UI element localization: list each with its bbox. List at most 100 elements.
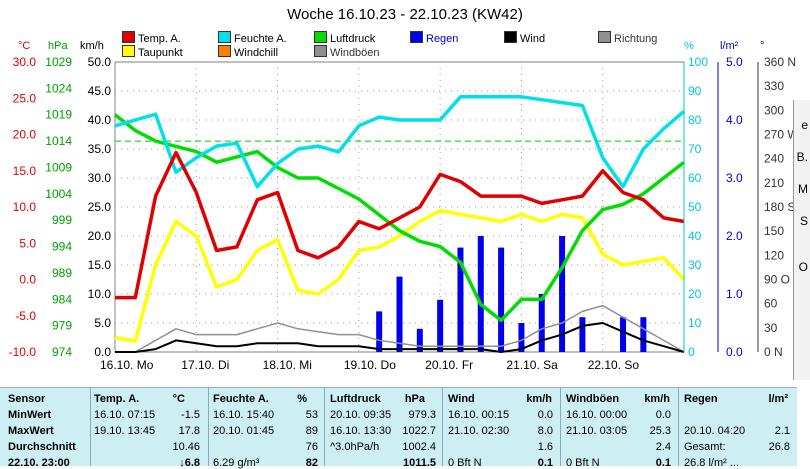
cut-label: B. xyxy=(796,150,808,164)
table-cell: 1022.7 xyxy=(402,425,436,437)
table-separator xyxy=(324,388,325,466)
temp-tick-label: 0.0 xyxy=(19,273,36,287)
legend-swatch xyxy=(314,31,327,43)
rain-tick-label: 3.0 xyxy=(726,171,743,185)
pressure-tick-label: 1004 xyxy=(45,187,72,201)
cut-off-side-panel: e B. M S O xyxy=(793,100,810,380)
rain-bar xyxy=(518,323,525,352)
pressure-tick-label: 1029 xyxy=(45,55,72,69)
temp-tick-label: 15.0 xyxy=(13,164,37,178)
x-tick-label: 18.10. Mi xyxy=(262,358,312,372)
table-cell: Gesamt: xyxy=(684,441,726,453)
direction-tick-label: 0 N xyxy=(764,345,783,359)
table-cell: 21.10. 02:30 xyxy=(448,425,510,437)
legend-label: Feuchte A. xyxy=(234,33,287,45)
table-cell: 10.46 xyxy=(172,441,200,453)
legend-swatch xyxy=(218,31,231,43)
humidity-tick-label: 70 xyxy=(688,142,702,156)
direction-tick-label: 150 xyxy=(764,224,784,238)
pressure-tick-label: 974 xyxy=(52,345,72,359)
table-header: km/h xyxy=(526,393,552,405)
legend-item: Wind xyxy=(504,31,545,45)
direction-tick-label: 330 xyxy=(764,79,784,93)
table-cell: ^3.0hPa/h xyxy=(330,441,380,453)
wind-tick-label: 40.0 xyxy=(88,113,112,127)
legend-label: Temp. A. xyxy=(138,33,181,45)
wind-tick-label: 45.0 xyxy=(88,84,112,98)
wind-tick-label: 10.0 xyxy=(88,287,112,301)
humidity-tick-label: 60 xyxy=(688,171,702,185)
table-cell: 26.8 xyxy=(768,441,790,453)
pressure-unit: hPa xyxy=(48,40,68,52)
direction-tick-label: 180 S xyxy=(764,200,795,214)
weather-chart: 30.0 25.0 20.0 15.0 10.0 5.0 0.0 -5.0 -10.0 1029 1… xyxy=(9,55,800,359)
legend-item: Windböen xyxy=(314,45,380,59)
humidity-tick-label: 80 xyxy=(688,113,702,127)
rain-bar xyxy=(376,311,383,352)
pressure-tick-label: 979 xyxy=(52,319,72,333)
cut-label: S xyxy=(799,214,808,228)
legend-item: Luftdruck xyxy=(314,31,375,45)
temp-tick-label: -5.0 xyxy=(15,309,36,323)
humidity-tick-label: 50 xyxy=(688,200,702,214)
table-cell: 16.10. 00:15 xyxy=(448,409,510,421)
pressure-tick-label: 1019 xyxy=(45,108,72,122)
table-cell: 0.0 xyxy=(537,409,553,421)
table-cell: 16.10. 00:00 xyxy=(566,409,628,421)
table-header: km/h xyxy=(644,393,670,405)
table-cell: 6.29 g/m³ xyxy=(213,457,260,469)
table-header: Windböen xyxy=(566,393,620,405)
direction-tick-label: 210 xyxy=(764,176,784,190)
x-tick-label: 16.10. Mo xyxy=(100,358,154,372)
humidity-tick-label: 30 xyxy=(688,258,702,272)
table-header: 22.10. 23:00 xyxy=(8,457,70,469)
x-tick-label: 19.10. Do xyxy=(343,358,396,372)
legend-swatch xyxy=(314,45,327,57)
temp-unit: °C xyxy=(18,40,31,52)
rain-bar xyxy=(396,276,403,352)
table-cell: 0 Bft N xyxy=(448,457,482,469)
direction-tick-label: 270 W xyxy=(764,128,799,142)
table-header: ↓6.8 xyxy=(179,457,200,469)
pressure-tick-label: 999 xyxy=(52,213,72,227)
rain-bar xyxy=(640,317,647,352)
pressure-tick-label: 989 xyxy=(52,266,72,280)
temp-tick-label: 30.0 xyxy=(13,55,37,69)
legend-item: Temp. A. xyxy=(122,31,181,45)
table-cell: 2.4 xyxy=(655,441,671,453)
rain-bar xyxy=(437,299,444,352)
humidity-tick-label: 20 xyxy=(688,287,702,301)
table-cell: 25.3 xyxy=(649,425,671,437)
cut-label: e xyxy=(801,118,808,132)
rain-bar xyxy=(498,247,505,352)
x-tick-label: 21.10. Sa xyxy=(506,358,558,372)
table-cell: 20.10. 04:20 xyxy=(684,425,746,437)
table-cell: 16.10. 07:15 xyxy=(94,409,156,421)
table-header: Wind xyxy=(448,393,475,405)
direction-tick-label: 120 xyxy=(764,248,784,262)
table-header: 0.1 xyxy=(655,457,671,469)
table-cell: 26.8 l/m² ... xyxy=(684,457,740,469)
humidity-tick-label: 100 xyxy=(688,55,708,69)
direction-tick-label: 90 O xyxy=(764,273,790,287)
legend-item: Windchill xyxy=(218,45,278,59)
legend-swatch xyxy=(122,45,135,57)
legend-label: Taupunkt xyxy=(138,47,183,59)
table-cell: 0 Bft N xyxy=(566,457,600,469)
rain-bar xyxy=(477,236,484,352)
chart-title: Woche 16.10.23 - 22.10.23 (KW42) xyxy=(287,6,523,23)
legend-swatch xyxy=(598,31,611,43)
table-cell: 0.0 xyxy=(655,409,671,421)
series-line xyxy=(115,150,685,300)
table-header: 1011.5 xyxy=(402,457,436,469)
table-cell: 20.10. 09:35 xyxy=(330,409,392,421)
temp-tick-label: 20.0 xyxy=(13,128,37,142)
legend-label: Wind xyxy=(520,33,546,45)
statistics-table: Sensor Temp. A. °C Feuchte A.% Luftdruck hPa W… xyxy=(0,387,797,469)
table-separator xyxy=(678,388,679,466)
rain-unit: l/m² xyxy=(720,40,739,52)
wind-tick-label: 50.0 xyxy=(88,55,112,69)
table-header: Regen xyxy=(684,393,718,405)
pressure-tick-label: 1009 xyxy=(45,160,72,174)
table-header: °C xyxy=(172,393,185,405)
